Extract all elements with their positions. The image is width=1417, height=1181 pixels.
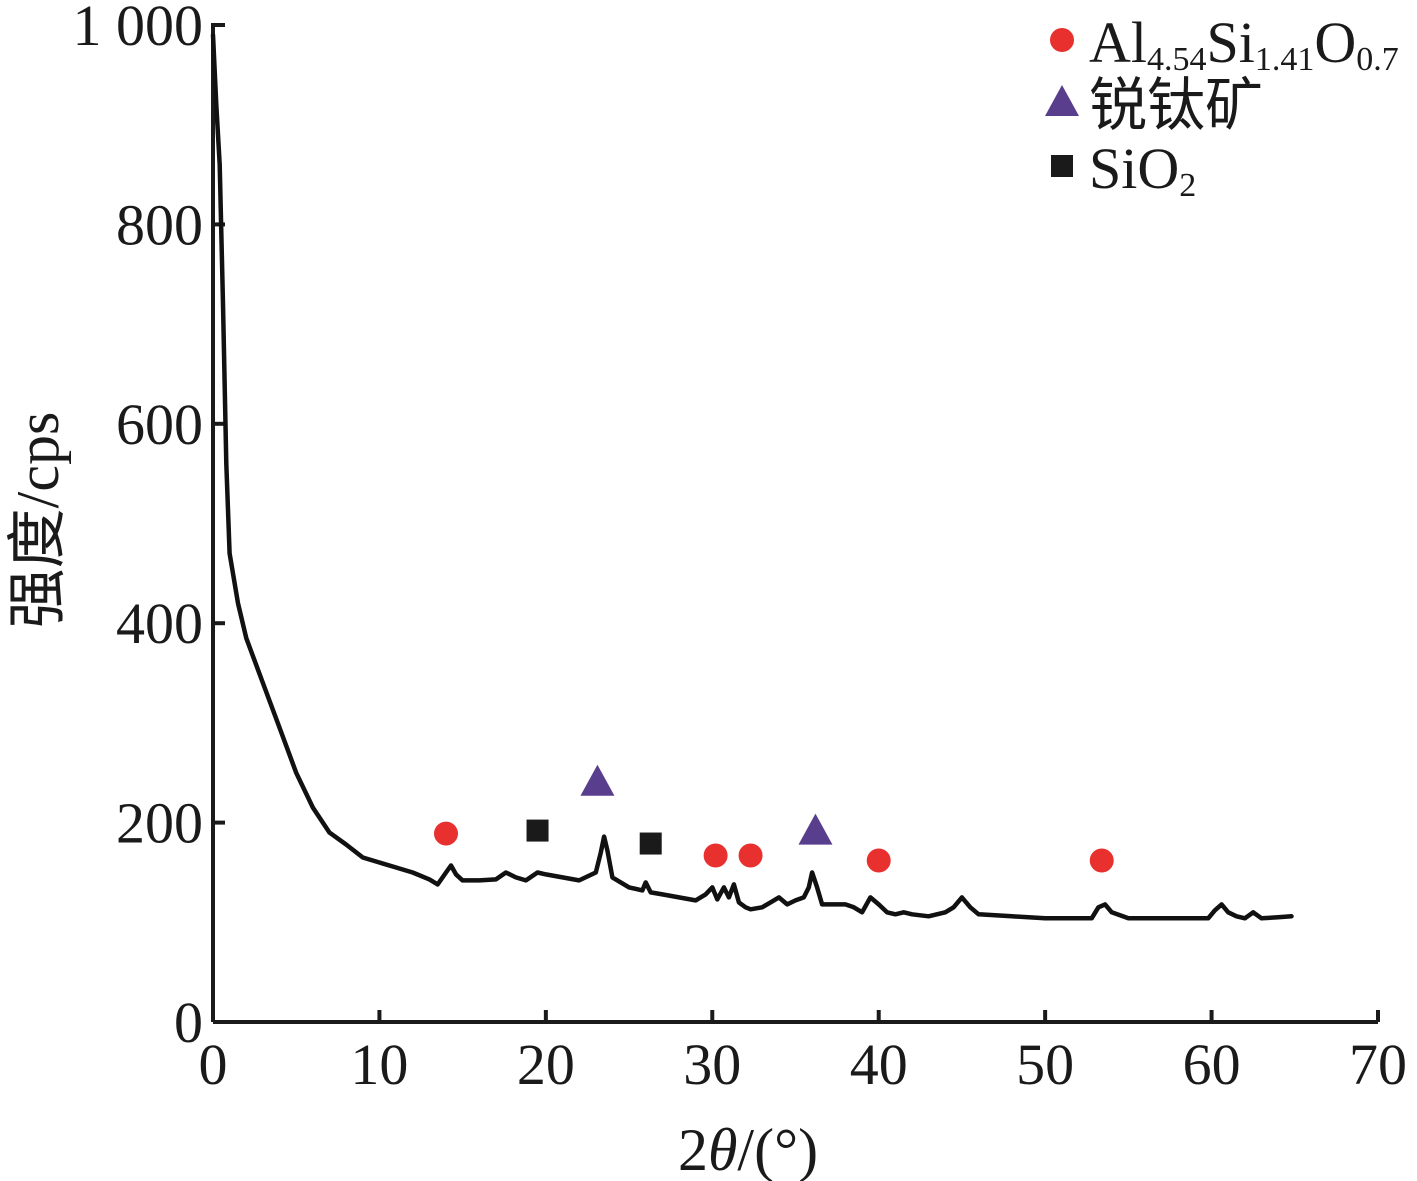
- legend-label-part: O: [1314, 10, 1356, 75]
- phase-marker-triangle-6: [798, 813, 833, 845]
- y-tick-label-200: 200: [116, 791, 203, 856]
- legend-circle-icon: [1050, 28, 1074, 52]
- legend-triangle-icon: [1045, 85, 1079, 116]
- phase-marker-circle-7: [866, 848, 891, 873]
- legend-label-2: SiO2: [1089, 136, 1196, 204]
- y-axis-title: 强度/cps: [5, 412, 71, 629]
- x-axis-title: 2θ/(°): [678, 1117, 818, 1181]
- x-tick-label-10: 10: [350, 1032, 408, 1097]
- legend-label-0: Al4.54Si1.41O0.7: [1089, 10, 1399, 78]
- series-line-0: [210, 32, 1294, 921]
- x-tick-label-0: 0: [199, 1032, 228, 1097]
- x-axis-title-prefix: 2: [678, 1117, 708, 1181]
- phase-marker-circle-0: [434, 821, 458, 846]
- y-tick-label-0: 0: [174, 990, 203, 1055]
- series-layer: [210, 32, 1294, 921]
- legend-label-part: SiO: [1089, 136, 1179, 201]
- legend-label-part: 锐钛矿: [1089, 73, 1263, 138]
- phase-marker-circle-8: [1089, 848, 1114, 873]
- legend-label-subscript: 4.54: [1147, 41, 1207, 78]
- phase-marker-triangle-2: [580, 764, 615, 796]
- y-tick-label-400: 400: [116, 591, 203, 656]
- x-axis-title-unit: /(°): [737, 1117, 818, 1181]
- legend-label-1: 锐钛矿: [1089, 73, 1263, 138]
- y-axis: 0 200 400 600 800 1 000: [73, 0, 225, 1055]
- phase-marker-square-3: [639, 832, 662, 855]
- x-tick-label-50: 50: [1016, 1032, 1074, 1097]
- x-axis: 0 10 20 30 40 50 60 70: [199, 1010, 1407, 1097]
- legend-label-subscript: 0.7: [1356, 41, 1399, 78]
- x-tick-label-60: 60: [1183, 1032, 1241, 1097]
- x-tick-label-40: 40: [850, 1032, 908, 1097]
- x-tick-label-70: 70: [1349, 1032, 1407, 1097]
- y-tick-label-800: 800: [116, 192, 203, 257]
- y-tick-label-1000: 1 000: [73, 0, 204, 58]
- phase-marker-circle-5: [738, 843, 763, 868]
- legend-label-part: Si: [1207, 10, 1255, 75]
- x-tick-label-20: 20: [517, 1032, 575, 1097]
- x-tick-label-30: 30: [683, 1032, 741, 1097]
- x-axis-title-theta: θ: [708, 1117, 737, 1181]
- legend-square-icon: [1051, 155, 1073, 177]
- legend-label-subscript: 2: [1179, 167, 1196, 204]
- legend-label-subscript: 1.41: [1255, 41, 1315, 78]
- legend-label-part: Al: [1089, 10, 1147, 75]
- phase-marker-layer: [434, 764, 1114, 873]
- y-tick-label-600: 600: [116, 392, 203, 457]
- phase-marker-circle-4: [703, 843, 728, 868]
- phase-marker-square-1: [526, 819, 549, 842]
